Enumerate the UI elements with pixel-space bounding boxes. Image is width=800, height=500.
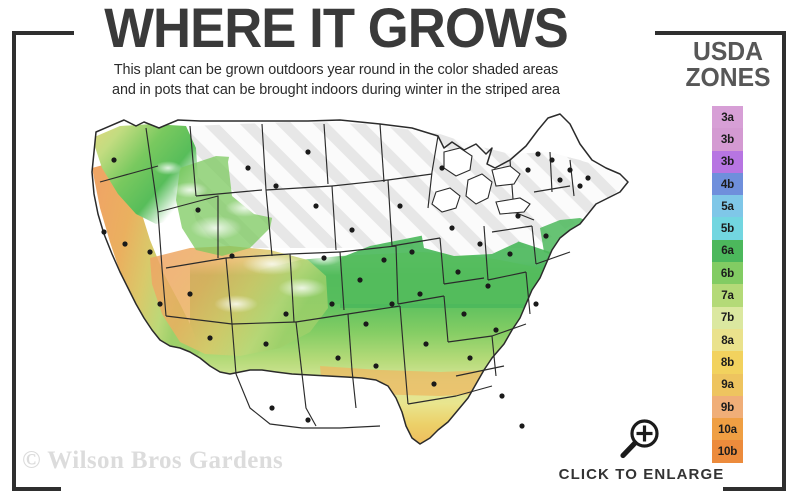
frame-bottom-right-segment bbox=[723, 487, 786, 491]
zone-swatch: 3b bbox=[712, 128, 743, 151]
zone-swatch: 5a bbox=[712, 195, 743, 218]
zone-swatch: 6a bbox=[712, 239, 743, 263]
state-borders bbox=[91, 113, 629, 445]
page-title: WHERE IT GROWS bbox=[104, 0, 568, 59]
subtitle-line-1: This plant can be grown outdoors year ro… bbox=[113, 62, 559, 78]
zone-swatch: 8a bbox=[712, 328, 743, 352]
frame-left-segment bbox=[12, 31, 16, 491]
zone-swatch: 3a bbox=[712, 106, 743, 129]
frame-right-segment bbox=[782, 31, 786, 491]
magnifier-plus-icon[interactable] bbox=[618, 416, 664, 462]
frame-bottom-left-segment bbox=[12, 487, 61, 491]
legend-heading-line-1: USDA bbox=[692, 36, 763, 66]
zone-swatch: 9b bbox=[712, 395, 743, 419]
zone-swatch: 7a bbox=[712, 284, 743, 307]
legend-heading-line-2: ZONES bbox=[685, 62, 771, 92]
frame-top-left-segment bbox=[12, 31, 74, 35]
zone-swatch: 10a bbox=[712, 418, 743, 441]
zone-swatch: 4b bbox=[712, 172, 743, 196]
zone-swatch: 6b bbox=[712, 262, 743, 285]
usda-zone-legend: 3a 3b 3b 4b 5a 5b 6a 6b 7a 7b 8a 8b 9a 9b 10a 10b bbox=[712, 106, 743, 463]
subtitle-line-2: and in pots that can be brought indoors … bbox=[112, 82, 560, 98]
legend-heading: USDA ZONES bbox=[671, 38, 785, 90]
watermark: © Wilson Bros Gardens bbox=[22, 447, 284, 474]
city-dots bbox=[101, 149, 591, 429]
zone-swatch: 3b bbox=[712, 150, 743, 173]
zone-swatch: 5b bbox=[712, 217, 743, 240]
subtitle: This plant can be grown outdoors year ro… bbox=[36, 60, 636, 100]
frame-top-right-segment bbox=[655, 31, 786, 35]
zone-swatch: 9a bbox=[712, 373, 743, 396]
click-to-enlarge-label[interactable]: CLICK TO ENLARGE bbox=[558, 466, 725, 483]
usda-zone-map[interactable] bbox=[40, 108, 660, 458]
zone-swatch: 8b bbox=[712, 351, 743, 374]
zone-swatch: 10b bbox=[712, 440, 743, 463]
zone-swatch: 7b bbox=[712, 306, 743, 329]
great-lakes bbox=[431, 147, 531, 215]
